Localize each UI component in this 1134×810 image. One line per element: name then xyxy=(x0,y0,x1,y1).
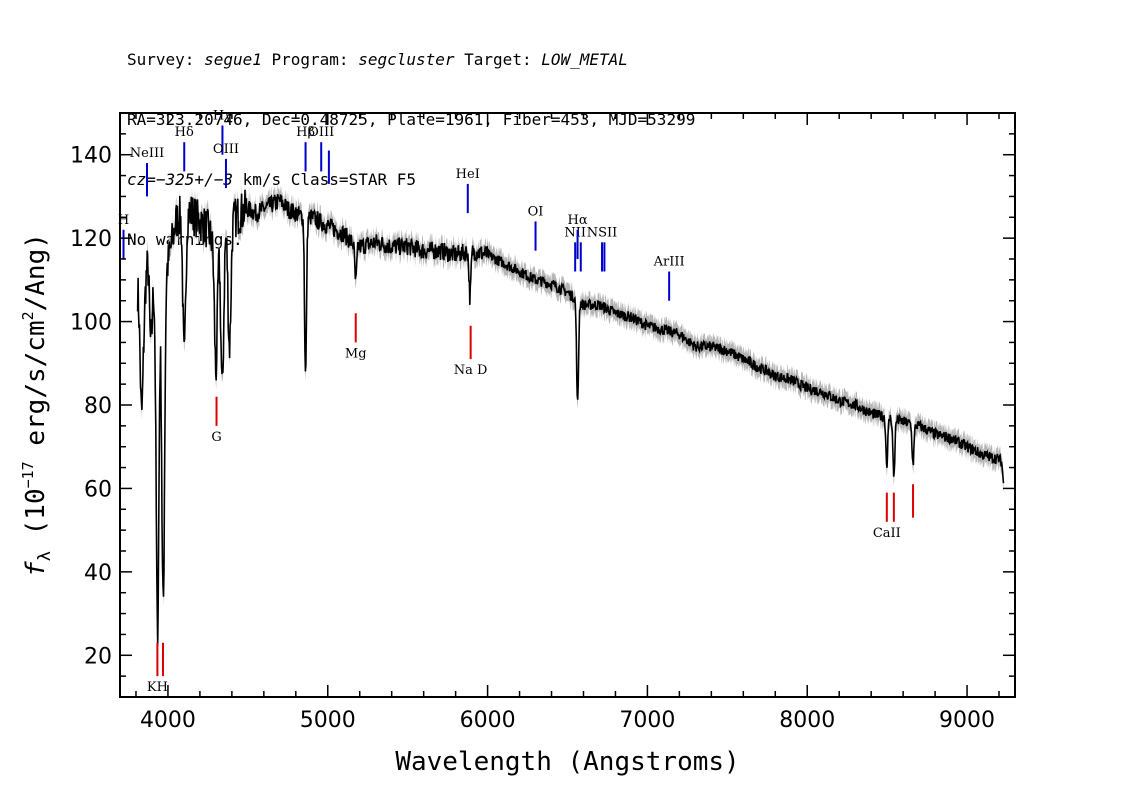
y-title-mid: erg/s/cm xyxy=(21,320,51,461)
x-tick-label: 7000 xyxy=(619,708,675,733)
header-line-2: RA=323.20746, Dec=0.48725, Plate=1961, F… xyxy=(127,110,696,129)
y-tick-label: 100 xyxy=(70,311,112,336)
class-value: km/s Class=STAR F5 xyxy=(232,170,416,189)
y-axis-title: fλ (10−17 erg/s/cm2/Ang) xyxy=(19,233,55,577)
y-tick-label: 20 xyxy=(84,644,112,669)
program-value: segcluster xyxy=(358,50,455,69)
emission-line-label: HeI xyxy=(456,167,480,182)
y-title-pre: (10 xyxy=(21,488,51,551)
y-tick-label: 60 xyxy=(84,477,112,502)
emission-line-label: NII xyxy=(564,225,586,240)
target-label: Target: xyxy=(454,50,542,69)
x-axis-title: Wavelength (Angstroms) xyxy=(395,747,739,777)
x-tick-label: 8000 xyxy=(779,708,835,733)
absorption-line-label: CaII xyxy=(873,526,901,541)
y-tick-label: 40 xyxy=(84,561,112,586)
y-tick-label: 120 xyxy=(70,227,112,252)
x-tick-label: 9000 xyxy=(939,708,995,733)
x-tick-label: 6000 xyxy=(460,708,516,733)
y-tick-label: 80 xyxy=(84,394,112,419)
redshift-value: cz=−325+/−3 xyxy=(127,170,233,189)
y-title-exp2: 2 xyxy=(19,311,37,320)
spectrum-layer xyxy=(136,189,1005,646)
y-tick-label: 140 xyxy=(70,144,112,169)
emission-line-label: H xyxy=(118,213,129,228)
emission-line-label: NSII xyxy=(587,225,618,240)
program-label: Program: xyxy=(261,50,359,69)
absorption-line-label: Na D xyxy=(454,363,488,378)
header-line-1: Survey: segue1 Program: segcluster Targe… xyxy=(127,50,695,70)
spectrum-header: Survey: segue1 Program: segcluster Targe… xyxy=(127,10,695,270)
target-value: LOW_METAL xyxy=(541,50,628,69)
survey-value: segue1 xyxy=(204,50,262,69)
absorption-line-label: G xyxy=(211,430,221,445)
spectrum-line xyxy=(136,189,1005,646)
emission-line-label: NeIII xyxy=(130,146,164,161)
axis-ticks-layer: 4000 5000 6000 7000 8000 9000 20 40 60 80 100 120 14… xyxy=(70,113,1015,733)
emission-line-label: Hβ xyxy=(296,125,315,140)
header-line-3: cz=−325+/−3 km/s Class=STAR F5 xyxy=(127,170,695,190)
emission-line-label: Hδ xyxy=(175,125,194,140)
y-title-sub: λ xyxy=(35,551,55,561)
y-title-post: /Ang) xyxy=(21,233,51,311)
survey-label: Survey: xyxy=(127,50,205,69)
emission-line-label: ArIII xyxy=(653,255,685,270)
absorption-line-label: KH xyxy=(147,680,168,695)
x-tick-label: 4000 xyxy=(140,708,196,733)
emission-line-label: OIII xyxy=(308,125,334,140)
emission-line-label: OI xyxy=(528,204,544,219)
emission-line-label: Hγ xyxy=(213,109,232,124)
absorption-line-label: Mg xyxy=(345,346,367,361)
x-tick-label: 5000 xyxy=(300,708,356,733)
emission-line-label: OIII xyxy=(213,142,239,157)
y-title-f: f xyxy=(21,561,51,577)
emission-line-label: Hα xyxy=(568,213,588,228)
y-title-exp1: −17 xyxy=(19,461,37,488)
spectral-lines-layer: HNeIIIHδHγOIIIHβOIIIHeIOINIIHαNSIIArIIIK… xyxy=(118,109,915,695)
plot-frame xyxy=(119,112,1016,698)
